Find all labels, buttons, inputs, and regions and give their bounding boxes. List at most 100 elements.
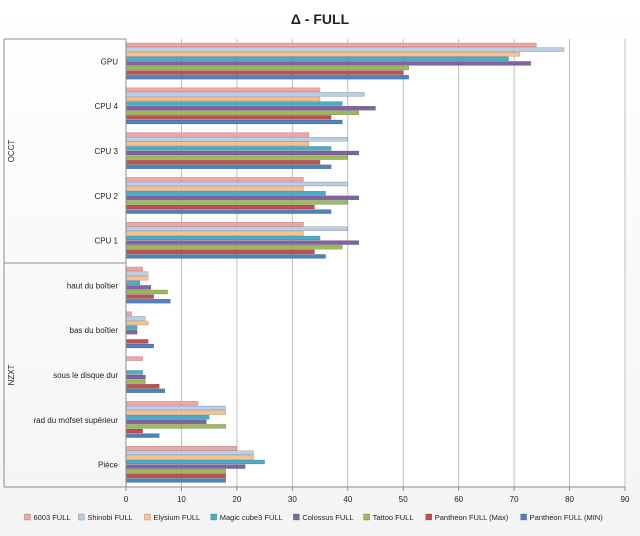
- bar: [125, 74, 409, 80]
- bar: [125, 478, 227, 483]
- bar: [125, 311, 132, 316]
- legend-entry: 6003 FULL: [33, 513, 70, 522]
- bar: [125, 105, 376, 111]
- bar: [125, 221, 304, 227]
- legend-entry: Pantheon FULL (Max): [435, 513, 509, 522]
- bar: [125, 339, 149, 344]
- bar: [125, 231, 304, 236]
- legend-swatch: [78, 513, 85, 521]
- bar: [125, 464, 246, 469]
- bar: [125, 299, 171, 304]
- legend-swatch: [210, 513, 217, 521]
- bar: [125, 410, 227, 415]
- bar: [125, 469, 227, 474]
- bar: [125, 325, 138, 330]
- x-tick-label: 30: [288, 495, 297, 504]
- chart-title: Δ - FULL: [291, 11, 350, 27]
- legend-entry: Magic cube3 FULL: [220, 513, 283, 522]
- bar: [125, 141, 310, 147]
- bar: [125, 316, 146, 321]
- category-tick-label: CPU 1: [94, 237, 118, 246]
- category-tick-label: CPU 3: [94, 147, 118, 156]
- bar: [125, 190, 326, 196]
- bar: [125, 388, 166, 393]
- legend-entry: Pantheon FULL (MIN): [530, 513, 604, 522]
- category-tick-label: GPU: [101, 57, 119, 66]
- legend-entry: Elysium FULL: [154, 513, 201, 522]
- bar: [125, 289, 168, 295]
- legend-swatch: [363, 513, 370, 521]
- bar: [125, 384, 160, 389]
- bar: [125, 155, 348, 160]
- bar: [125, 52, 520, 57]
- bar: [125, 294, 154, 299]
- bar: [125, 433, 160, 438]
- bar: [125, 330, 138, 335]
- bar: [125, 47, 565, 52]
- bar: [125, 424, 227, 429]
- bar: [125, 87, 321, 93]
- bar: [125, 235, 321, 241]
- x-tick-label: 50: [399, 495, 408, 504]
- bar: [125, 56, 509, 61]
- bar: [125, 132, 310, 137]
- bar: [125, 379, 146, 384]
- bar: [125, 276, 149, 281]
- bar: [125, 96, 321, 102]
- legend-swatch: [144, 513, 151, 521]
- category-tick-label: bas du boîtier: [70, 326, 119, 335]
- bar: [125, 226, 348, 232]
- legend-entry: Colossus FULL: [302, 513, 353, 522]
- bar: [125, 204, 315, 210]
- bar: [125, 115, 332, 120]
- category-tick-label: haut du boîtier: [67, 281, 118, 290]
- x-tick-label: 90: [621, 495, 630, 504]
- bar: [125, 92, 365, 97]
- bar: [125, 280, 141, 285]
- bar: [125, 320, 149, 326]
- bar: [125, 455, 254, 460]
- x-tick-label: 40: [343, 495, 352, 504]
- bar: [125, 181, 348, 187]
- bar: [125, 240, 360, 245]
- bar: [125, 374, 146, 380]
- legend-swatch: [425, 513, 432, 521]
- legend-swatch: [520, 513, 527, 521]
- bar: [125, 415, 210, 420]
- bar: [125, 70, 404, 75]
- group-label: OCCT: [7, 140, 16, 163]
- bar: [125, 405, 227, 411]
- x-tick-label: 80: [565, 495, 574, 504]
- bar: [125, 146, 332, 151]
- bar: [125, 209, 332, 214]
- bar: [125, 266, 143, 272]
- legend-entry: Tattoo FULL: [373, 513, 414, 522]
- category-tick-label: rad du mofset supérieur: [34, 416, 119, 425]
- bar: [125, 186, 304, 191]
- bar: [125, 370, 143, 375]
- bar: [125, 42, 537, 48]
- legend-swatch: [24, 513, 31, 521]
- bar: [125, 150, 360, 156]
- bar: [125, 61, 531, 66]
- x-tick-label: 20: [232, 495, 241, 504]
- bar: [125, 244, 343, 250]
- bar: [125, 136, 348, 142]
- bar: [125, 195, 360, 201]
- bar: [125, 419, 207, 424]
- bar: [125, 343, 154, 349]
- x-tick-label: 0: [124, 495, 129, 504]
- category-tick-label: CPU 2: [94, 192, 118, 201]
- category-tick-label: CPU 4: [94, 102, 118, 111]
- bar: [125, 271, 149, 276]
- x-tick-label: 10: [177, 495, 186, 504]
- bar: [125, 249, 315, 255]
- category-tick-label: Pièce: [98, 461, 119, 470]
- group-label: NZXT: [7, 364, 16, 385]
- x-tick-label: 70: [510, 495, 519, 504]
- bar: [125, 473, 227, 478]
- bar: [125, 450, 254, 455]
- bar: [125, 65, 409, 71]
